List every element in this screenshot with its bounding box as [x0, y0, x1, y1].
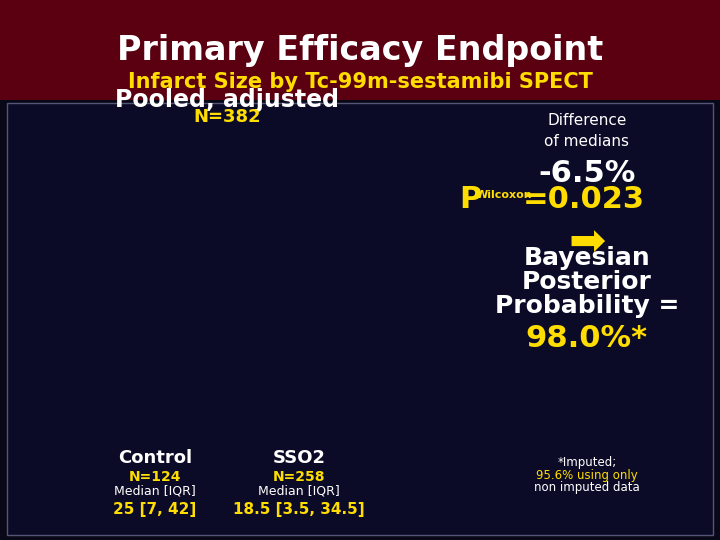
Text: *Imputed;: *Imputed;: [557, 456, 616, 469]
Text: Wilcoxon: Wilcoxon: [475, 190, 532, 200]
Text: Primary Efficacy Endpoint: Primary Efficacy Endpoint: [117, 34, 603, 68]
Y-axis label: Infarct size, %LV: Infarct size, %LV: [35, 226, 48, 355]
Text: non imputed data: non imputed data: [534, 481, 639, 494]
Text: Median [IQR]: Median [IQR]: [258, 485, 340, 498]
Text: Probability =: Probability =: [495, 294, 679, 318]
Text: 95.6% using only: 95.6% using only: [536, 469, 638, 482]
Bar: [261, 293, 336, 430]
Text: N=124: N=124: [129, 470, 181, 484]
Bar: [117, 259, 192, 415]
Text: Control: Control: [118, 449, 192, 467]
Text: 98.0%*: 98.0%*: [526, 324, 648, 353]
Text: SSO2: SSO2: [272, 449, 325, 467]
Text: -6.5%: -6.5%: [538, 159, 636, 188]
Text: =0.023: =0.023: [523, 185, 644, 214]
Text: 18.5 [3.5, 34.5]: 18.5 [3.5, 34.5]: [233, 502, 364, 517]
Text: Median [IQR]: Median [IQR]: [114, 485, 196, 498]
Text: N=382: N=382: [193, 109, 261, 126]
Text: Infarct Size by Tc-99m-sestamibi SPECT: Infarct Size by Tc-99m-sestamibi SPECT: [127, 72, 593, 92]
Text: ➡: ➡: [568, 221, 606, 265]
Text: Pooled, adjusted: Pooled, adjusted: [114, 88, 339, 112]
Text: 25 [7, 42]: 25 [7, 42]: [113, 502, 197, 517]
Text: Bayesian: Bayesian: [523, 246, 650, 269]
Text: Difference
of medians: Difference of medians: [544, 113, 629, 150]
Text: N=258: N=258: [273, 470, 325, 484]
Text: P: P: [459, 185, 482, 214]
Text: Posterior: Posterior: [522, 270, 652, 294]
